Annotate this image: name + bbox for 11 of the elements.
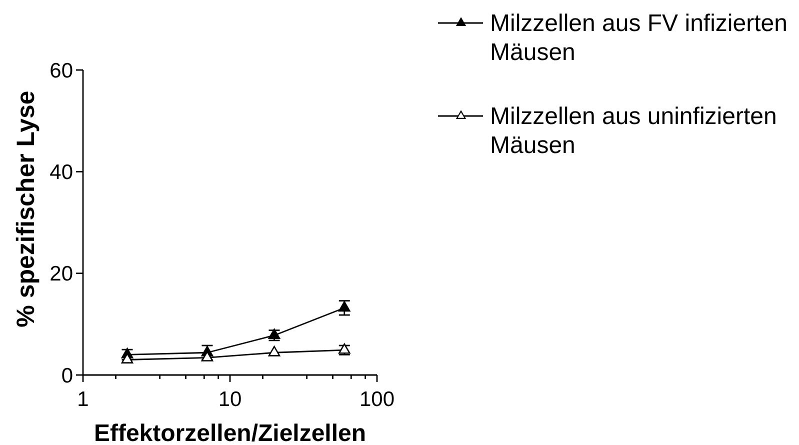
y-axis-title: % spezifischer Lyse bbox=[12, 90, 40, 328]
y-tick-label: 0 bbox=[61, 364, 73, 388]
x-axis-title: Effektorzellen/Zielzellen bbox=[94, 420, 366, 445]
x-tick-label: 10 bbox=[218, 388, 242, 411]
y-tick-label: 40 bbox=[50, 161, 73, 184]
x-tick-label: 1 bbox=[77, 388, 89, 411]
y-tick-label: 60 bbox=[50, 59, 73, 82]
legend-label: Milzzellen aus FV infizierten Mäusen bbox=[490, 10, 788, 66]
x-tick-label: 100 bbox=[359, 388, 395, 411]
y-tick-label: 20 bbox=[50, 262, 73, 286]
legend-label: Milzzellen aus uninfizierten Mäusen bbox=[490, 103, 777, 159]
